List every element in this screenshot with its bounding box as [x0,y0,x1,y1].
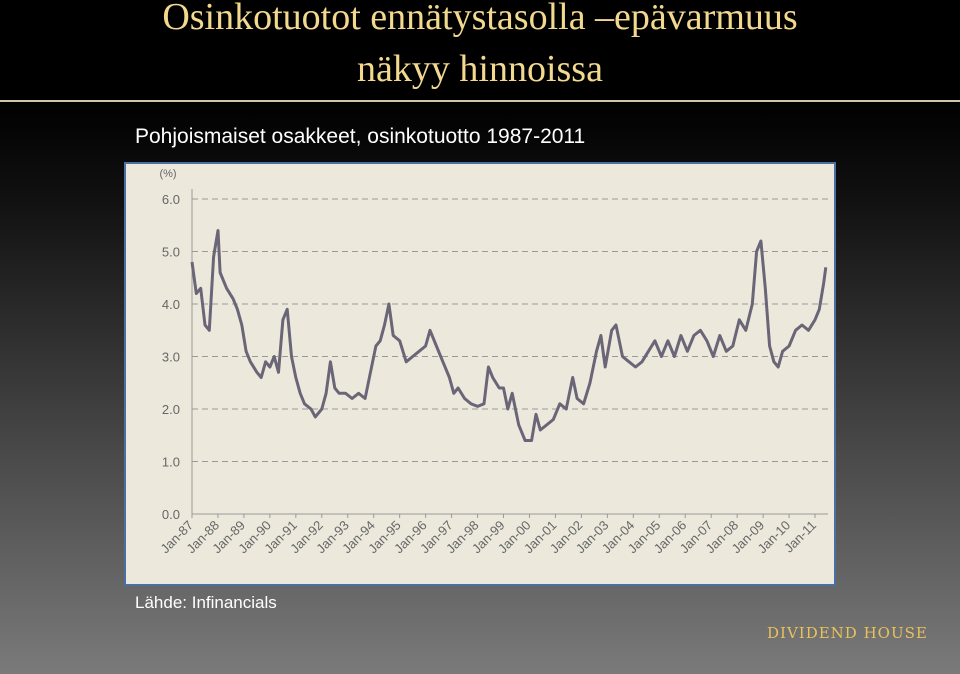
title: Osinkotuotot ennätystasolla –epävarmuus [162,0,798,38]
y-tick-label: 0.0 [162,507,180,522]
y-tick-label: 5.0 [162,245,180,260]
data-line [190,229,828,442]
logo: DIVIDEND HOUSE [767,624,928,642]
y-tick-label: 4.0 [162,297,180,312]
chart-frame [124,162,836,586]
y-axis-label: (%) [159,168,176,180]
y-tick-label: 1.0 [162,455,180,470]
divider [0,100,960,102]
y-tick-label: 6.0 [162,192,180,207]
subtitle: Pohjoismaiset osakkeet, osinkotuotto 198… [135,125,586,148]
title: näkyy hinnoissa [357,48,603,90]
source: Lähde: Infinancials [135,593,277,612]
y-tick-label: 3.0 [162,350,180,365]
y-tick-label: 2.0 [162,402,180,417]
